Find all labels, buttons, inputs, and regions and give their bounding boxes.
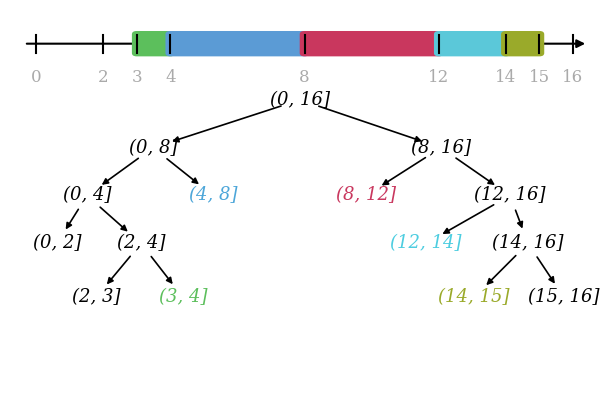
Text: (12, 16]: (12, 16] xyxy=(474,186,546,205)
Text: 4: 4 xyxy=(165,69,176,86)
Text: (14, 16]: (14, 16] xyxy=(492,234,564,253)
Text: 16: 16 xyxy=(562,69,584,86)
Text: (3, 4]: (3, 4] xyxy=(159,288,207,307)
Text: (0, 8]: (0, 8] xyxy=(129,139,177,157)
Text: (0, 4]: (0, 4] xyxy=(63,186,111,205)
Text: (0, 2]: (0, 2] xyxy=(33,234,81,253)
Text: (15, 16]: (15, 16] xyxy=(528,288,600,307)
FancyBboxPatch shape xyxy=(501,31,544,56)
Text: 12: 12 xyxy=(428,69,449,86)
Text: 8: 8 xyxy=(299,69,310,86)
Text: (2, 3]: (2, 3] xyxy=(72,288,120,307)
FancyBboxPatch shape xyxy=(434,31,511,56)
FancyBboxPatch shape xyxy=(166,31,310,56)
Text: (8, 16]: (8, 16] xyxy=(411,139,471,157)
FancyBboxPatch shape xyxy=(300,31,443,56)
Text: (8, 12]: (8, 12] xyxy=(336,186,396,205)
Text: 0: 0 xyxy=(31,69,41,86)
Text: 2: 2 xyxy=(98,69,109,86)
Text: 14: 14 xyxy=(495,69,517,86)
Text: 15: 15 xyxy=(529,69,550,86)
Text: 3: 3 xyxy=(131,69,142,86)
Text: (4, 8]: (4, 8] xyxy=(189,186,237,205)
Text: (12, 14]: (12, 14] xyxy=(390,234,462,253)
FancyBboxPatch shape xyxy=(132,31,175,56)
Text: (2, 4]: (2, 4] xyxy=(117,234,165,253)
Text: (0, 16]: (0, 16] xyxy=(270,91,330,109)
Text: (14, 15]: (14, 15] xyxy=(438,288,510,307)
